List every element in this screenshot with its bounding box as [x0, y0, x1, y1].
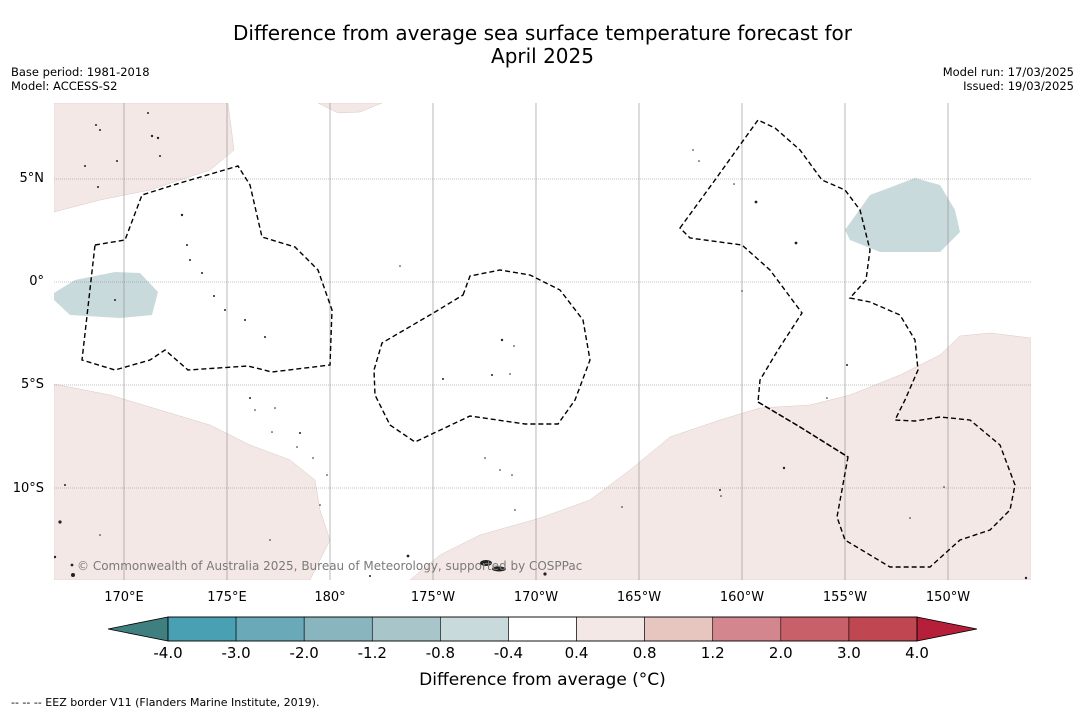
map-title-line-2: April 2025 [491, 44, 594, 68]
colorbar-tick-label: -3.0 [221, 644, 251, 662]
lat-label-0: 0° [29, 274, 44, 289]
meta-right: Model run: 17/03/2025 Issued: 19/03/2025 [943, 65, 1074, 93]
cool-region-east [845, 178, 960, 252]
cool-region-west [54, 272, 158, 318]
colorbar-tick-label: -0.8 [425, 644, 455, 662]
colorbar-swatch [576, 616, 645, 642]
lon-label-170e: 170°E [104, 590, 144, 605]
colorbar-tick-label: 0.4 [564, 644, 589, 662]
colorbar-swatch [848, 616, 918, 642]
colorbar-swatches [167, 616, 918, 642]
colorbar-tick-label: 2.0 [768, 644, 793, 662]
warm-region-southwest [54, 383, 331, 580]
lon-label-155w: 155°W [822, 590, 868, 605]
lat-label-10s: 10°S [12, 481, 44, 496]
colorbar-swatch [235, 616, 305, 642]
colorbar-tick-label: -2.0 [289, 644, 319, 662]
eez-border-kiribati-phoenix [373, 269, 591, 443]
lat-label-5n: 5°N [19, 171, 45, 186]
colorbar-swatch [508, 616, 577, 642]
eez-border-segment [757, 401, 849, 458]
map-title-line-1: Difference from average sea surface temp… [232, 21, 852, 45]
warm-region-southeast [409, 332, 1031, 580]
warm-region-north-small [317, 103, 383, 114]
colorbar-tick-label: 3.0 [836, 644, 861, 662]
lon-label-180: 180° [314, 590, 346, 605]
gridlines [54, 103, 1031, 580]
lon-label-160w: 160°W [719, 590, 765, 605]
lat-label-5s: 5°S [20, 377, 44, 392]
eez-footnote: -- -- -- EEZ border V11 (Flanders Marine… [11, 696, 320, 709]
meta-left: Base period: 1981-2018 Model: ACCESS-S2 [11, 65, 150, 93]
lon-label-170w: 170°W [513, 590, 559, 605]
model-run: Model run: 17/03/2025 [942, 65, 1074, 79]
colorbar-swatch [712, 616, 782, 642]
map-plot-area [54, 103, 1031, 580]
colorbar-tick-label: -4.0 [153, 644, 183, 662]
colorbar-label: Difference from average (°C) [419, 670, 666, 690]
lon-label-175e: 175°E [207, 590, 247, 605]
colorbar-swatch [644, 616, 714, 642]
base-period: Base period: 1981-2018 [11, 65, 150, 79]
colorbar-swatch [167, 616, 237, 642]
colorbar-tick-label: 4.0 [905, 644, 929, 662]
colorbar-arrow-left [107, 616, 169, 642]
eez-borders [81, 119, 1016, 568]
issued-date: Issued: 19/03/2025 [963, 79, 1074, 93]
eez-border-kiribati-line [679, 119, 1016, 568]
map-title: Difference from average sea surface temp… [0, 22, 1085, 68]
warm-region-northwest [54, 103, 235, 213]
lon-label-175w: 175°W [410, 590, 456, 605]
islands [54, 112, 1028, 580]
colorbar-swatch [303, 616, 373, 642]
colorbar [107, 616, 978, 642]
colorbar-swatch [780, 616, 850, 642]
colorbar-swatch [371, 616, 441, 642]
lon-label-150w: 150°W [925, 590, 971, 605]
copyright-notice: © Commonwealth of Australia 2025, Bureau… [77, 559, 583, 573]
colorbar-tick-label: -0.4 [493, 644, 524, 662]
colorbar-tick-label: 0.8 [632, 644, 657, 662]
lon-label-165w: 165°W [616, 590, 662, 605]
colorbar-tick-label: -1.2 [357, 644, 387, 662]
model-name: Model: ACCESS-S2 [11, 79, 118, 93]
colorbar-swatch [440, 616, 509, 642]
colorbar-tick-label: 1.2 [700, 644, 725, 662]
eez-border-kiribati-gilberts [81, 165, 333, 373]
colorbar-arrow-right [916, 616, 978, 642]
